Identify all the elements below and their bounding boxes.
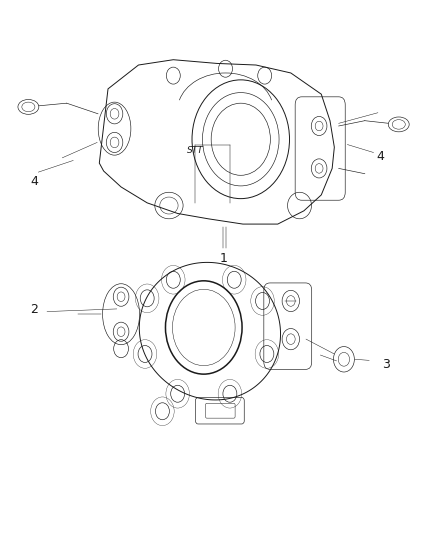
Text: 4: 4 (376, 150, 384, 163)
Ellipse shape (18, 100, 39, 114)
Text: STT: STT (187, 147, 203, 156)
Circle shape (333, 346, 354, 372)
Text: 1: 1 (219, 252, 227, 265)
Text: 3: 3 (382, 358, 390, 371)
Ellipse shape (389, 117, 409, 132)
Text: 2: 2 (30, 303, 38, 317)
Text: 4: 4 (30, 175, 38, 188)
